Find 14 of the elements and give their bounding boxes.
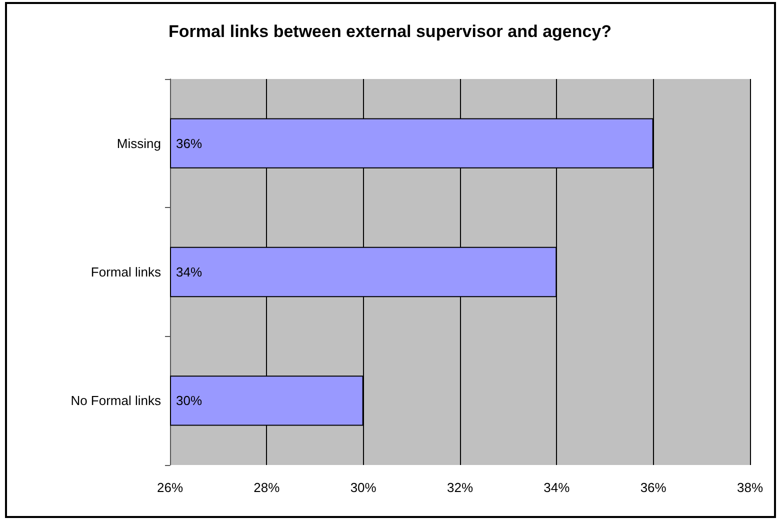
x-tick-label: 26% — [156, 480, 184, 495]
x-tick-label: 36% — [640, 480, 667, 495]
chart-title: Formal links between external supervisor and agency? — [168, 22, 612, 41]
data-label: 30% — [176, 393, 202, 408]
x-tick-label: 38% — [736, 480, 764, 495]
y-tick-label: No Formal links — [70, 393, 162, 408]
x-tick-label: 34% — [544, 480, 570, 495]
data-label: 36% — [176, 136, 202, 151]
y-tick-label: Formal links — [90, 264, 162, 280]
data-label: 34% — [176, 264, 202, 280]
x-tick-label: 30% — [350, 480, 377, 495]
x-tick-label: 28% — [254, 480, 280, 495]
y-tick-label: Missing — [116, 136, 161, 151]
x-tick-label: 32% — [446, 480, 474, 495]
